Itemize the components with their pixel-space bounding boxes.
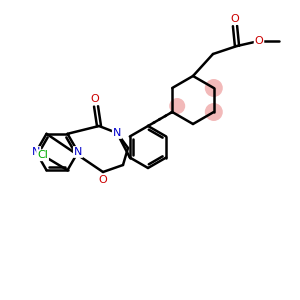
Circle shape [205,103,223,121]
Circle shape [205,79,223,97]
Text: O: O [91,94,99,104]
Text: N: N [74,147,82,157]
Circle shape [169,98,185,114]
Text: O: O [255,36,263,46]
Text: N: N [32,147,40,157]
Text: O: O [231,14,239,24]
Text: Cl: Cl [37,150,48,160]
Text: N: N [113,128,121,138]
Text: O: O [99,175,107,185]
